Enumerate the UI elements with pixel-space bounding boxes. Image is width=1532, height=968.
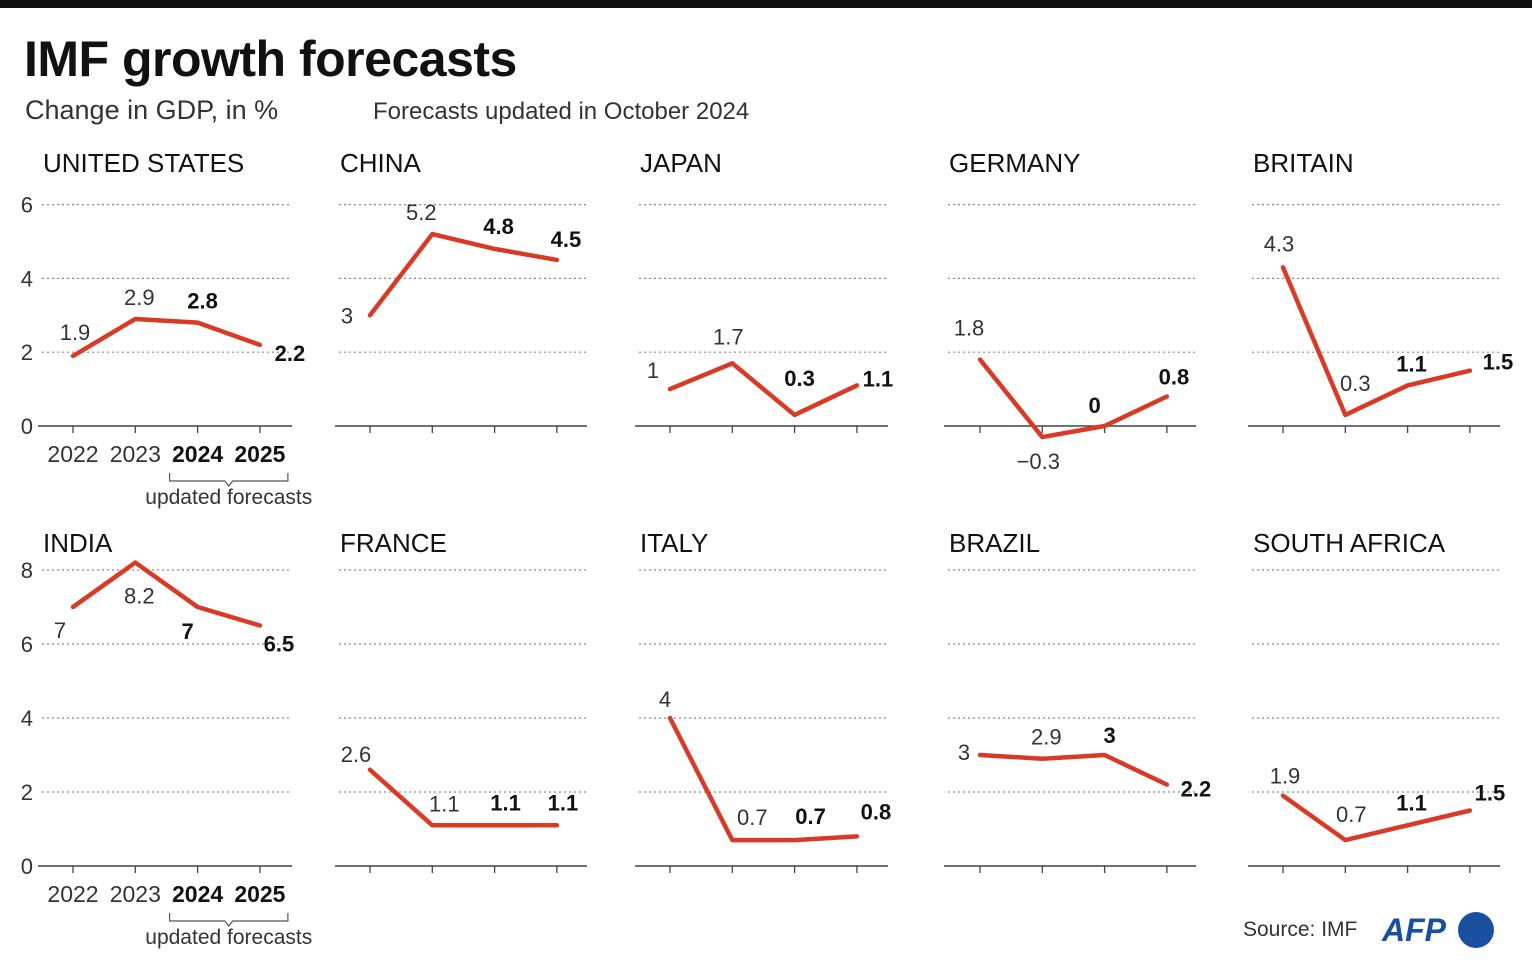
panel-title: GERMANY: [949, 148, 1080, 178]
y-tick-label: 0: [21, 414, 33, 439]
data-label: 1: [647, 358, 659, 383]
forecast-label: updated forecasts: [145, 926, 312, 949]
data-label: 6.5: [264, 632, 295, 657]
data-label: 4.5: [551, 227, 582, 252]
x-tick-label: 2022: [47, 441, 98, 467]
chart-note: Forecasts updated in October 2024: [373, 98, 750, 125]
series-line: [667, 361, 860, 418]
data-label: 0.3: [784, 366, 815, 391]
data-label: 0.7: [1336, 802, 1367, 827]
chart-title: IMF growth forecasts: [24, 31, 517, 87]
data-label: 3: [341, 303, 353, 328]
source-note: Source: IMF: [1243, 918, 1358, 941]
series-line: [977, 752, 1170, 787]
series-line: [1280, 793, 1473, 843]
x-tick-label: 2023: [110, 881, 161, 907]
forecast-bracket: [169, 913, 289, 927]
x-tick-label: 2022: [47, 881, 98, 907]
panel-title: FRANCE: [340, 528, 447, 558]
y-tick-label: 2: [21, 340, 33, 365]
data-label: 1.1: [1396, 790, 1427, 815]
series-line: [977, 357, 1170, 440]
y-tick-label: 4: [21, 706, 33, 731]
data-label: 2.2: [1181, 777, 1212, 802]
afp-logo: AFP: [1381, 912, 1494, 948]
x-tick-label: 2024: [172, 441, 223, 467]
series-line: [1280, 265, 1473, 418]
y-tick-label: 0: [21, 854, 33, 879]
svg-text:AFP: AFP: [1381, 912, 1447, 948]
data-label: 4: [659, 687, 671, 712]
chart-subtitle: Change in GDP, in %: [25, 95, 279, 125]
data-label: 2.9: [1031, 725, 1062, 750]
data-label: 1.1: [548, 790, 579, 815]
data-label: 7: [181, 619, 193, 644]
series-line: [70, 316, 263, 359]
data-label: 1.1: [490, 790, 521, 815]
data-label: 4.3: [1264, 231, 1295, 256]
data-label: 0.8: [861, 799, 892, 824]
series-line: [367, 231, 560, 318]
data-label: 1.7: [713, 324, 744, 349]
panel-title: BRAZIL: [949, 528, 1040, 558]
data-label: 3: [1103, 723, 1115, 748]
data-label: 2.9: [124, 285, 155, 310]
data-label: 7: [54, 618, 66, 643]
y-tick-label: 6: [21, 632, 33, 657]
data-label: 1.1: [429, 791, 460, 816]
x-tick-label: 2025: [234, 441, 285, 467]
x-tick-label: 2024: [172, 881, 223, 907]
panel-title: ITALY: [640, 528, 708, 558]
series-line: [367, 767, 560, 828]
y-tick-label: 2: [21, 780, 33, 805]
panel-title: CHINA: [340, 148, 422, 178]
data-label: 0.8: [1159, 364, 1190, 389]
panel-title: INDIA: [43, 528, 113, 558]
data-label: 1.9: [1270, 764, 1301, 789]
data-label: 1.9: [60, 320, 91, 345]
data-label: 2.8: [187, 289, 218, 314]
x-tick-label: 2023: [110, 441, 161, 467]
top-rule: [0, 0, 1532, 8]
data-label: 0: [1088, 393, 1100, 418]
forecast-label: updated forecasts: [145, 486, 312, 509]
series-line: [70, 560, 263, 628]
panel-title: JAPAN: [640, 148, 722, 178]
data-label: 0.7: [737, 805, 768, 830]
panel-title: BRITAIN: [1253, 148, 1354, 178]
panel-title: UNITED STATES: [43, 148, 244, 178]
data-label: 0.3: [1340, 371, 1371, 396]
data-label: 1.1: [863, 366, 894, 391]
data-label: 1.8: [954, 316, 985, 341]
data-label: 2.6: [341, 742, 372, 767]
forecast-bracket: [169, 473, 289, 487]
data-label: 3: [958, 740, 970, 765]
y-tick-label: 4: [21, 266, 33, 291]
panel-title: SOUTH AFRICA: [1253, 528, 1446, 558]
data-label: 1.5: [1475, 781, 1506, 806]
data-label: 2.2: [275, 341, 306, 366]
y-tick-label: 6: [21, 193, 33, 218]
data-label: −0.3: [1017, 449, 1060, 474]
data-label: 1.5: [1483, 350, 1514, 375]
data-label: 1.1: [1396, 351, 1427, 376]
data-label: 0.7: [795, 804, 826, 829]
x-tick-label: 2025: [234, 881, 285, 907]
series-line: [667, 715, 860, 843]
data-label: 4.8: [483, 214, 514, 239]
y-tick-label: 8: [21, 558, 33, 583]
data-label: 8.2: [124, 584, 155, 609]
data-label: 5.2: [406, 200, 437, 225]
